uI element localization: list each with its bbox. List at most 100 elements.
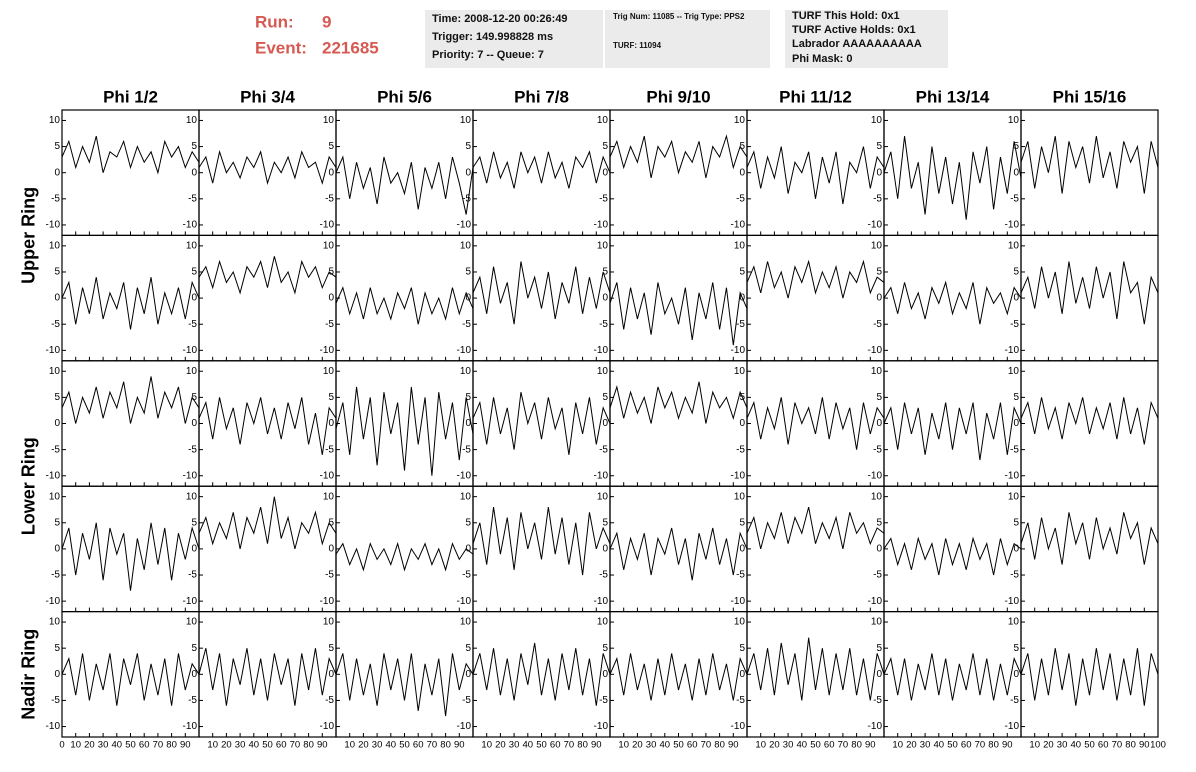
waveform — [198, 397, 337, 455]
waveform — [609, 134, 748, 179]
y-tick-label: 0 — [1013, 544, 1019, 555]
x-tick-label: 50 — [536, 740, 547, 751]
y-tick-label: -5 — [873, 570, 882, 581]
column-title: Phi 1/2 — [103, 87, 158, 106]
waveform — [61, 277, 200, 330]
y-tick-label: -10 — [731, 470, 746, 481]
y-tick-label: -10 — [594, 470, 609, 481]
x-tick-label: 90 — [180, 740, 191, 751]
waveform — [746, 506, 885, 550]
y-tick-label: 10 — [186, 491, 198, 502]
x-tick-label: 20 — [84, 740, 95, 751]
info-text: TURF This Hold: 0x1 — [792, 10, 900, 22]
info-text: Time: 2008-12-20 00:26:49 — [432, 13, 568, 25]
y-tick-label: 5 — [465, 267, 471, 278]
x-tick-label: 60 — [687, 740, 698, 751]
waveform — [472, 507, 611, 576]
y-tick-label: 10 — [1008, 617, 1020, 628]
y-tick-label: -5 — [462, 695, 471, 706]
x-tick-label: 50 — [262, 740, 273, 751]
y-tick-label: 0 — [191, 167, 197, 178]
y-tick-label: 0 — [1013, 669, 1019, 680]
y-tick-label: -10 — [731, 596, 746, 607]
y-tick-label: 10 — [186, 366, 198, 377]
y-tick-label: 5 — [328, 141, 334, 152]
info-text: TURF Active Holds: 0x1 — [792, 24, 916, 36]
x-tick-label: 50 — [125, 740, 136, 751]
x-tick-label: 40 — [1071, 740, 1082, 751]
y-tick-label: -5 — [325, 193, 334, 204]
x-tick-label: 10 — [755, 740, 766, 751]
waveform — [746, 637, 885, 701]
y-tick-label: -5 — [51, 193, 60, 204]
y-tick-label: 0 — [739, 544, 745, 555]
y-tick-label: -5 — [736, 193, 745, 204]
x-tick-label: 40 — [660, 740, 671, 751]
waveform — [61, 135, 200, 175]
x-tick-label: 20 — [769, 740, 780, 751]
y-tick-label: 5 — [328, 517, 334, 528]
x-tick-label: 80 — [714, 740, 725, 751]
y-tick-label: -10 — [320, 220, 335, 231]
waveform — [883, 653, 1022, 701]
y-tick-label: -5 — [599, 695, 608, 706]
y-tick-label: -5 — [1010, 319, 1019, 330]
y-tick-label: 0 — [876, 669, 882, 680]
waveform — [883, 402, 1022, 461]
x-tick-label: 60 — [276, 740, 287, 751]
x-tick-label: 10 — [344, 740, 355, 751]
y-tick-label: 0 — [739, 669, 745, 680]
y-tick-label: -10 — [457, 220, 472, 231]
column-title: Phi 7/8 — [514, 87, 569, 106]
y-tick-label: 10 — [734, 491, 746, 502]
y-tick-label: 10 — [186, 617, 198, 628]
y-tick-label: 10 — [1008, 491, 1020, 502]
y-tick-label: 10 — [734, 240, 746, 251]
y-tick-label: 0 — [54, 544, 60, 555]
x-tick-label: 90 — [728, 740, 739, 751]
y-tick-label: -5 — [325, 444, 334, 455]
y-tick-label: 10 — [1008, 366, 1020, 377]
y-tick-label: 10 — [871, 115, 883, 126]
x-tick-label: 0 — [59, 740, 64, 751]
y-tick-label: 10 — [871, 617, 883, 628]
y-tick-label: -5 — [873, 695, 882, 706]
y-tick-label: -10 — [868, 470, 883, 481]
x-tick-label: 50 — [673, 740, 684, 751]
y-tick-label: 10 — [871, 491, 883, 502]
x-tick-label: 30 — [98, 740, 109, 751]
y-tick-label: -5 — [188, 319, 197, 330]
x-tick-label: 30 — [1057, 740, 1068, 751]
y-tick-label: 10 — [597, 491, 609, 502]
y-tick-label: -5 — [188, 695, 197, 706]
y-tick-label: -10 — [320, 721, 335, 732]
y-tick-label: 0 — [1013, 418, 1019, 429]
y-tick-label: -10 — [183, 345, 198, 356]
y-tick-label: 5 — [876, 141, 882, 152]
y-tick-label: -10 — [183, 721, 198, 732]
x-tick-label: 20 — [1043, 740, 1054, 751]
info-text: Phi Mask: 0 — [792, 53, 853, 65]
waveform — [1020, 136, 1159, 194]
y-tick-label: -10 — [183, 220, 198, 231]
column-title: Phi 13/14 — [916, 87, 990, 106]
x-tick-label: 70 — [290, 740, 301, 751]
x-tick-label: 60 — [961, 740, 972, 751]
y-tick-label: -10 — [183, 470, 198, 481]
x-tick-label: 10 — [481, 740, 492, 751]
y-tick-label: 5 — [876, 267, 882, 278]
waveform — [472, 642, 611, 706]
waveform — [609, 282, 748, 346]
x-tick-label: 80 — [851, 740, 862, 751]
y-tick-label: -5 — [325, 570, 334, 581]
x-tick-label: 70 — [427, 740, 438, 751]
y-tick-label: -10 — [457, 345, 472, 356]
x-tick-label: 60 — [824, 740, 835, 751]
y-tick-label: 10 — [1008, 115, 1020, 126]
y-tick-label: -5 — [873, 444, 882, 455]
y-tick-label: 0 — [191, 293, 197, 304]
y-tick-label: -10 — [868, 345, 883, 356]
y-tick-label: -10 — [594, 596, 609, 607]
y-tick-label: 5 — [191, 517, 197, 528]
x-tick-label: 50 — [810, 740, 821, 751]
